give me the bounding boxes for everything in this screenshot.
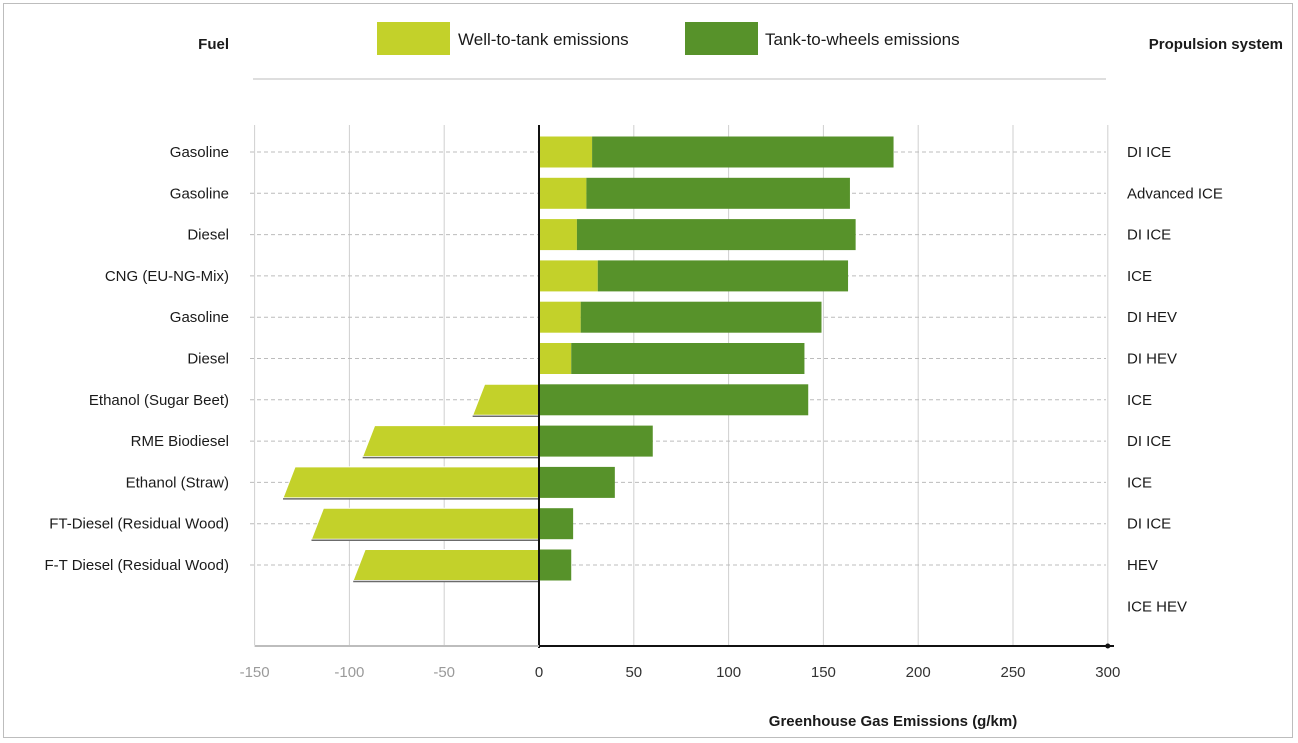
bars-group	[282, 136, 894, 583]
propulsion-label-11: ICE HEV	[1127, 598, 1187, 615]
propulsion-label-6: ICE	[1127, 392, 1152, 409]
legend-label-tank-to-wheels: Tank-to-wheels emissions	[765, 30, 960, 49]
fuel-label-9: FT-Diesel (Residual Wood)	[49, 516, 229, 533]
axes-group	[254, 125, 1114, 649]
bar-tank-to-wheels-1	[586, 177, 850, 209]
fuel-label-7: RME Biodiesel	[131, 433, 229, 450]
fuel-label-1: Gasoline	[170, 185, 229, 202]
bar-tank-to-wheels-0	[592, 136, 894, 168]
bar-well-to-tank-0	[539, 136, 593, 168]
x-axis-title: Greenhouse Gas Emissions (g/km)	[769, 713, 1017, 730]
x-tick-label-150: 150	[811, 664, 836, 681]
propulsion-label-2: DI ICE	[1127, 227, 1171, 244]
bar-tank-to-wheels-7	[539, 425, 653, 457]
x-tick-label-100: 100	[716, 664, 741, 681]
propulsion-label-3: ICE	[1127, 268, 1152, 285]
x-tick-label-300: 300	[1095, 664, 1120, 681]
fuel-label-2: Diesel	[187, 227, 229, 244]
bar-well-to-tank-1	[539, 177, 587, 209]
fuel-label-10: F-T Diesel (Residual Wood)	[44, 557, 229, 574]
x-tick-label-250: 250	[1000, 664, 1025, 681]
bar-well-to-tank-4	[539, 301, 581, 333]
propulsion-header: Propulsion system	[1149, 36, 1283, 53]
legend-label-well-to-tank: Well-to-tank emissions	[458, 30, 629, 49]
x-axis-end-marker	[1105, 643, 1111, 649]
propulsion-label-8: ICE	[1127, 474, 1152, 491]
bar-well-to-tank-2	[539, 219, 577, 251]
x-tick-label--100: -100	[334, 664, 364, 681]
propulsion-label-7: DI ICE	[1127, 433, 1171, 450]
x-tick-label-50: 50	[625, 664, 642, 681]
bar-tank-to-wheels-8	[539, 466, 615, 498]
bar-tank-to-wheels-5	[571, 343, 805, 374]
propulsion-label-10: HEV	[1127, 557, 1158, 574]
bar-tank-to-wheels-10	[539, 549, 572, 581]
x-tick-label--150: -150	[240, 664, 270, 681]
fuel-label-3: CNG (EU-NG-Mix)	[105, 268, 229, 285]
bar-tank-to-wheels-3	[597, 260, 849, 292]
bar-well-to-tank-3	[539, 260, 598, 292]
x-tick-label-0: 0	[535, 664, 543, 681]
x-tick-label-200: 200	[906, 664, 931, 681]
propulsion-label-1: Advanced ICE	[1127, 185, 1223, 202]
bar-tank-to-wheels-2	[576, 219, 856, 251]
bar-well-to-tank-7	[361, 425, 540, 458]
labels-group: -150 -100 -50 0 50 100 150 200 250 300 Gasoline Gas…	[44, 144, 1222, 681]
bar-well-to-tank-10	[352, 549, 540, 581]
bar-tank-to-wheels-6	[539, 384, 809, 416]
fuel-header: Fuel	[198, 36, 229, 53]
fuel-label-0: Gasoline	[170, 144, 229, 161]
fuel-label-4: Gasoline	[170, 309, 229, 326]
bar-tank-to-wheels-9	[539, 508, 574, 540]
fuel-label-5: Diesel	[187, 351, 229, 368]
propulsion-label-4: DI HEV	[1127, 309, 1177, 326]
bar-tank-to-wheels-4	[580, 301, 822, 333]
bar-well-to-tank-6	[471, 383, 540, 416]
legend-swatch-tank-to-wheels	[685, 22, 758, 55]
propulsion-label-5: DI HEV	[1127, 351, 1177, 368]
bar-well-to-tank-8	[282, 466, 540, 499]
fuel-label-8: Ethanol (Straw)	[126, 474, 229, 491]
bar-well-to-tank-5	[539, 343, 572, 374]
x-tick-label--50: -50	[433, 664, 455, 681]
fuel-label-6: Ethanol (Sugar Beet)	[89, 392, 229, 409]
legend-swatch-well-to-tank	[377, 22, 450, 55]
chart-frame	[3, 3, 1293, 738]
bar-well-to-tank-9	[310, 507, 540, 540]
propulsion-label-9: DI ICE	[1127, 516, 1171, 533]
propulsion-label-0: DI ICE	[1127, 144, 1171, 161]
